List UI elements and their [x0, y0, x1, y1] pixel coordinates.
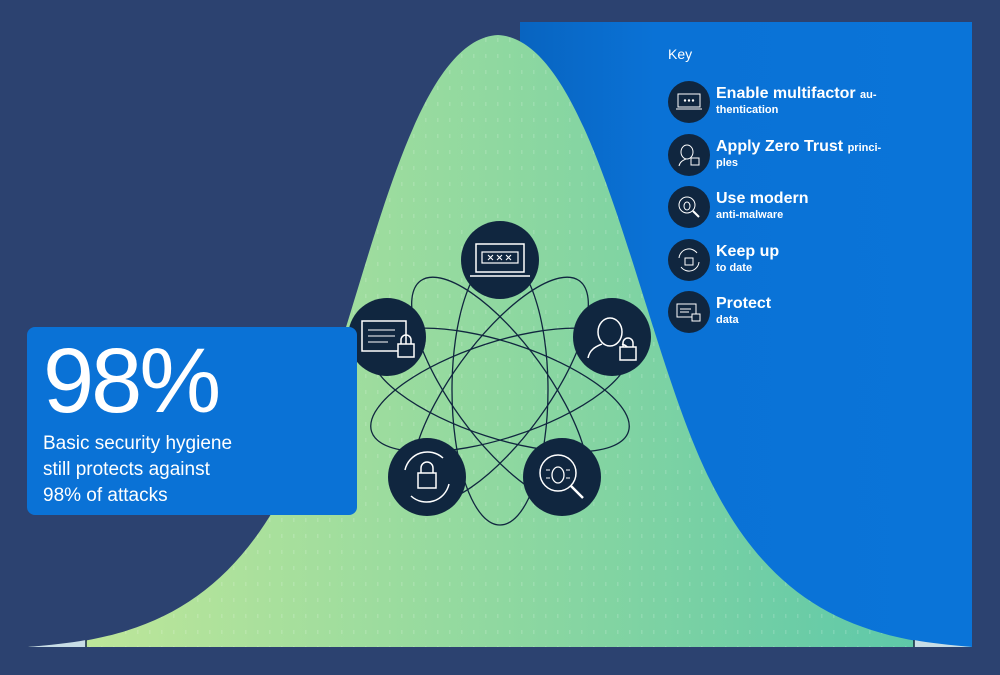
refresh-lock-icon [388, 438, 466, 516]
stat-callout: 98% Basic security hygiene still protect… [27, 327, 357, 515]
user-lock-icon [668, 133, 710, 176]
key-text: Enable multifactor au- thentication [716, 85, 877, 117]
key-items: Enable multifactor au- thentication Appl… [668, 76, 881, 339]
bell-curve-dot-texture [28, 35, 972, 647]
bug-magnifier-icon [523, 438, 601, 516]
key-sub: data [716, 314, 739, 327]
caption-line: 98% of attacks [43, 485, 168, 506]
key-sub: to date [716, 261, 753, 274]
key-text: Use modern anti-malware [716, 190, 809, 222]
document-lock-icon [668, 291, 710, 334]
key-main: Protect [716, 295, 772, 313]
key-legend: Key Enable multifactor au- thentication … [668, 46, 881, 339]
left-tail [28, 640, 86, 647]
key-main-tail: princi- [847, 141, 882, 154]
document-lock-icon [348, 298, 426, 376]
key-item: Apply Zero Trust princi- ples [668, 129, 881, 182]
key-text: Protect data [716, 295, 772, 327]
bug-magnifier-icon [668, 186, 710, 229]
caption-line: Basic security hygiene [43, 433, 233, 454]
key-sub: ples [716, 156, 739, 169]
stat-value: 98% [43, 330, 221, 432]
key-main: Apply Zero Trust [716, 137, 844, 155]
user-lock-icon [573, 298, 651, 376]
key-item: Protect data [668, 286, 881, 339]
key-text: Keep up to date [716, 242, 780, 275]
refresh-lock-icon [668, 238, 710, 281]
key-main: Keep up [716, 242, 780, 260]
key-main: Use modern [716, 190, 809, 208]
key-text: Apply Zero Trust princi- ples [716, 137, 882, 170]
laptop-password-icon [461, 221, 539, 299]
stat-caption: Basic security hygiene still protects ag… [43, 431, 232, 509]
key-sub: anti-malware [716, 209, 784, 222]
key-item: Enable multifactor au- thentication [668, 76, 881, 129]
key-title: Key [668, 46, 693, 62]
key-item: Use modern anti-malware [668, 181, 881, 234]
caption-line: still protects against [43, 459, 210, 480]
key-item: Keep up to date [668, 234, 881, 287]
key-main: Enable multifactor [716, 85, 856, 103]
right-tail [914, 640, 972, 647]
key-sub: thentication [716, 104, 779, 117]
key-main-tail: au- [860, 89, 877, 102]
laptop-password-icon [668, 81, 710, 124]
